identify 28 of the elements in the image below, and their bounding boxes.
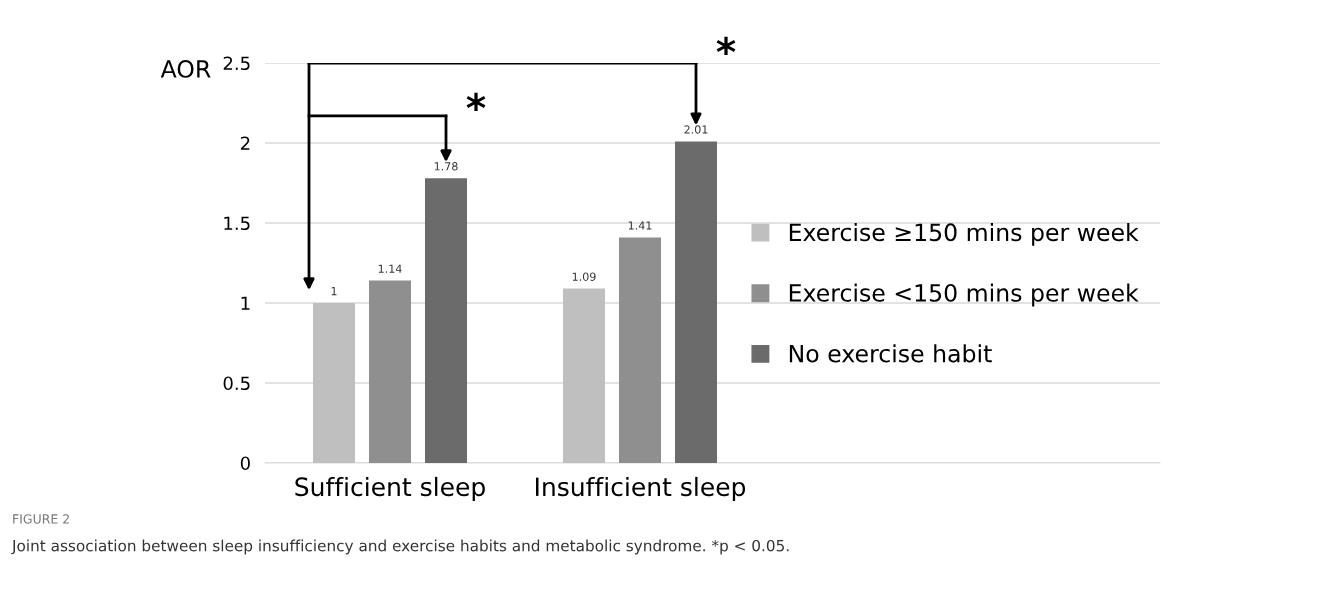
data-label: 1.78 (434, 162, 458, 171)
caption: FIGURE 2 (13, 514, 69, 524)
y-tick-label: 2.5 (223, 56, 250, 71)
bar (563, 288, 605, 463)
bar (369, 280, 411, 463)
data-label: 2.01 (684, 125, 708, 134)
bar (425, 178, 467, 463)
y-tick-label: 1.5 (224, 216, 250, 231)
legend-label: No exercise habit (789, 344, 992, 363)
y-tick-label: 2 (240, 136, 250, 150)
legend-label: Exercise ≥150 mins per week (789, 222, 1139, 246)
y-tick-label: 0.5 (223, 376, 250, 391)
y-tick-label: 0 (240, 456, 250, 471)
x-tick-label: Sufficient sleep (295, 476, 485, 502)
text: * (716, 36, 736, 55)
data-label: 1 (331, 287, 337, 296)
legend-label: Exercise <150 mins per week (789, 283, 1139, 307)
data-label: 1.09 (572, 272, 596, 281)
annotation: * (466, 92, 486, 111)
data-label: 1.41 (628, 221, 652, 230)
bar (313, 303, 355, 463)
bar (675, 141, 717, 463)
x-tick-label: Insufficient sleep (536, 476, 746, 502)
text: Joint association between sleep insufficiency and exercise habits and metabolic syndrome. *p < 0.05. (11, 539, 789, 555)
data-label: 1.14 (378, 264, 402, 273)
y-tick-label: 1 (241, 296, 250, 310)
bar (619, 237, 661, 463)
y-axis-title: AOR (160, 59, 211, 78)
